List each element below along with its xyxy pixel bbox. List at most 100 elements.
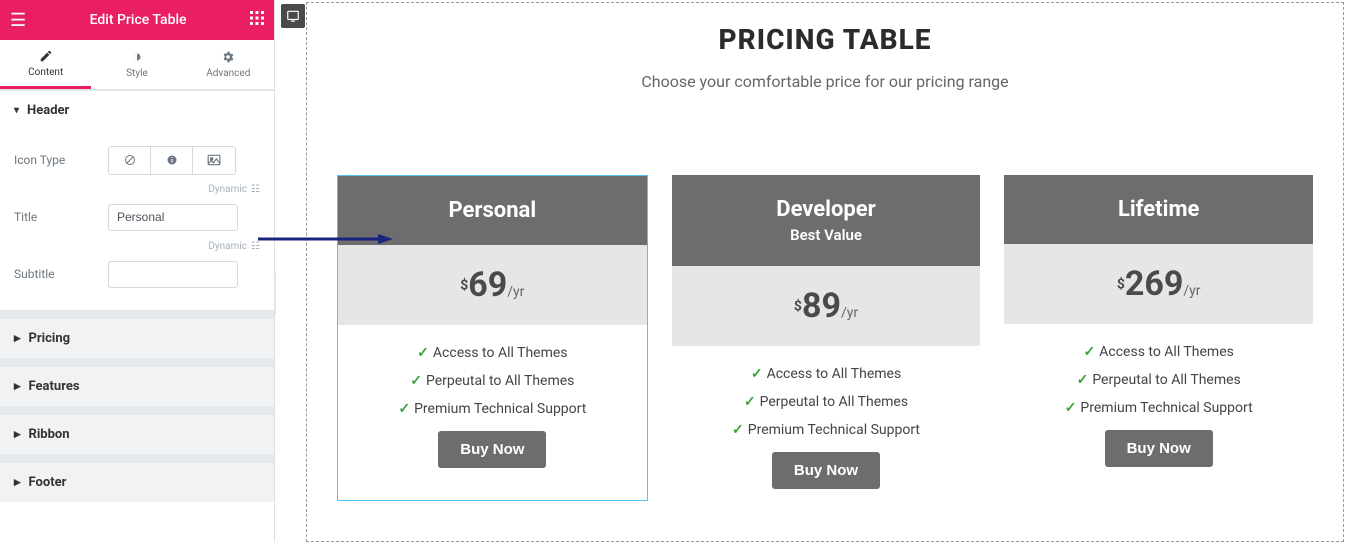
database-icon-2: ☷ [251, 241, 260, 252]
spacer [0, 454, 274, 462]
section-ribbon[interactable]: ▸ Ribbon [0, 414, 274, 454]
period: /yr [841, 305, 858, 321]
tab-style[interactable]: Style [91, 40, 182, 89]
card-price: $89/yr [672, 266, 981, 346]
card-title: Developer [682, 197, 971, 222]
caret-right-icon: ▸ [14, 379, 21, 394]
panel-header: ☰ Edit Price Table [0, 0, 274, 40]
check-icon: ✓ [1084, 344, 1096, 360]
section-footer[interactable]: ▸ Footer [0, 462, 274, 502]
buy-now-button[interactable]: Buy Now [772, 452, 880, 489]
buy-now-button[interactable]: Buy Now [438, 431, 546, 468]
section-features[interactable]: ▸ Features [0, 366, 274, 406]
card-feature: ✓Access to All Themes [348, 339, 637, 367]
card-title: Personal [348, 198, 637, 223]
apps-icon[interactable] [250, 11, 264, 29]
pricing-card-2[interactable]: Lifetime$269/yr✓Access to All Themes✓Per… [1004, 175, 1313, 501]
caret-right-icon: ▸ [14, 475, 21, 490]
preview-area: PRICING TABLE Choose your comfortable pr… [276, 0, 1346, 542]
check-icon: ✓ [417, 345, 429, 361]
panel-tabs: Content Style Advanced [0, 40, 274, 90]
spacer [0, 310, 274, 318]
period: /yr [1183, 283, 1200, 299]
check-icon: ✓ [398, 401, 410, 417]
card-feature: ✓Premium Technical Support [1014, 394, 1303, 422]
section-header-toggle[interactable]: ▾ Header [0, 91, 274, 130]
currency: $ [794, 299, 802, 315]
tab-content[interactable]: Content [0, 40, 91, 89]
card-feature: ✓Premium Technical Support [348, 395, 637, 423]
section-header-body: Icon Type Dynamic ☷ Title Dynamic ☷ [0, 130, 274, 310]
check-icon: ✓ [744, 394, 756, 410]
dynamic-title-row[interactable]: Dynamic ☷ [14, 180, 260, 197]
editor-panel: ☰ Edit Price Table Content Style Advance… [0, 0, 275, 542]
hamburger-icon[interactable]: ☰ [10, 10, 26, 31]
icon-type-icon[interactable] [151, 147, 193, 174]
icon-type-label: Icon Type [14, 153, 108, 167]
card-feature: ✓Access to All Themes [682, 360, 971, 388]
section-label: Features [29, 379, 80, 394]
icon-type-image[interactable] [193, 147, 235, 174]
card-price: $269/yr [1004, 244, 1313, 324]
currency: $ [1117, 277, 1125, 293]
caret-right-icon: ▸ [14, 427, 21, 442]
section-pricing[interactable]: ▸ Pricing [0, 318, 274, 358]
card-feature: ✓Perpeutal to All Themes [682, 388, 971, 416]
tab-advanced[interactable]: Advanced [183, 40, 274, 89]
check-icon: ✓ [1065, 400, 1077, 416]
card-header: Lifetime [1004, 175, 1313, 244]
title-input[interactable] [108, 204, 238, 231]
panel-title: Edit Price Table [90, 12, 187, 28]
amount: 69 [468, 265, 507, 305]
section-label: Pricing [29, 331, 71, 346]
card-feature: ✓Access to All Themes [1014, 338, 1303, 366]
pricing-cards: Personal$69/yr✓Access to All Themes✓Perp… [337, 175, 1313, 501]
card-header: Personal [338, 176, 647, 245]
card-subtitle: Best Value [682, 226, 971, 244]
page-subtitle: Choose your comfortable price for our pr… [337, 72, 1313, 91]
section-header: ▾ Header Icon Type Dynamic ☷ Title [0, 90, 274, 310]
card-features: ✓Access to All Themes✓Perpeutal to All T… [338, 325, 647, 425]
card-feature: ✓Perpeutal to All Themes [1014, 366, 1303, 394]
check-icon: ✓ [751, 366, 763, 382]
period: /yr [507, 284, 524, 300]
tab-content-label: Content [28, 67, 63, 78]
card-features: ✓Access to All Themes✓Perpeutal to All T… [672, 346, 981, 446]
row-icon-type: Icon Type [14, 140, 260, 180]
preview-inner: PRICING TABLE Choose your comfortable pr… [307, 3, 1343, 501]
icon-type-group [108, 146, 236, 175]
preview-frame[interactable]: PRICING TABLE Choose your comfortable pr… [306, 2, 1344, 542]
spacer [0, 358, 274, 366]
responsive-icon[interactable] [281, 4, 305, 28]
card-features: ✓Access to All Themes✓Perpeutal to All T… [1004, 324, 1313, 424]
section-label: Ribbon [29, 427, 70, 442]
pricing-card-0[interactable]: Personal$69/yr✓Access to All Themes✓Perp… [337, 175, 648, 501]
buy-now-button[interactable]: Buy Now [1105, 430, 1213, 467]
database-icon: ☷ [251, 184, 260, 195]
subtitle-input[interactable] [108, 261, 238, 288]
page-title: PRICING TABLE [337, 23, 1313, 56]
caret-down-icon: ▾ [14, 105, 19, 116]
check-icon: ✓ [732, 422, 744, 438]
amount: 269 [1125, 264, 1184, 304]
pricing-card-1[interactable]: DeveloperBest Value$89/yr✓Access to All … [672, 175, 981, 501]
card-price: $69/yr [338, 245, 647, 325]
card-header: Developer Best Value [672, 175, 981, 266]
title-label: Title [14, 210, 108, 224]
check-icon: ✓ [410, 373, 422, 389]
section-label: Footer [29, 475, 67, 490]
row-title: Title [14, 197, 260, 237]
dynamic-subtitle-row[interactable]: Dynamic ☷ [14, 237, 260, 254]
card-title: Lifetime [1014, 197, 1303, 222]
row-subtitle: Subtitle [14, 254, 260, 294]
spacer [0, 406, 274, 414]
tab-advanced-label: Advanced [206, 68, 250, 79]
section-header-label: Header [27, 103, 69, 118]
caret-right-icon: ▸ [14, 331, 21, 346]
icon-type-none[interactable] [109, 147, 151, 174]
card-feature: ✓Perpeutal to All Themes [348, 367, 637, 395]
dynamic-label-2: Dynamic [208, 241, 247, 252]
tab-style-label: Style [126, 68, 148, 79]
amount: 89 [802, 286, 841, 326]
check-icon: ✓ [1077, 372, 1089, 388]
